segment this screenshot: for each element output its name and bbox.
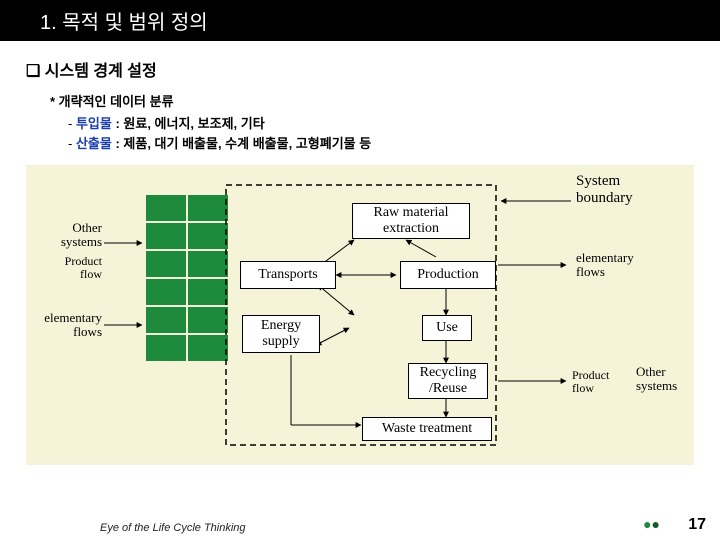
- box-raw-material: Raw materialextraction: [352, 203, 470, 239]
- bullet-star: * 개략적인 데이터 분류: [50, 91, 694, 110]
- box-waste: Waste treatment: [362, 417, 492, 441]
- page-title: 1. 목적 및 범위 정의: [0, 0, 720, 41]
- label-product-flow-left: Productflow: [30, 255, 102, 281]
- label-other-systems-right: Othersystems: [636, 365, 696, 394]
- diagram-canvas: Systemboundary Othersystems Productflow …: [26, 165, 694, 465]
- label-elementary-right: elementaryflows: [576, 251, 666, 280]
- label-product-flow-right: Productflow: [572, 369, 632, 395]
- label-other-systems-left: Othersystems: [30, 221, 102, 250]
- bullet-line-2: - 산출물 : 제품, 대기 배출물, 수계 배출물, 고형폐기물 등: [68, 134, 694, 154]
- sub-heading: ❑ 시스템 경계 설정: [26, 57, 694, 81]
- footer-text: Eye of the Life Cycle Thinking: [0, 522, 720, 534]
- box-recycling: Recycling/Reuse: [408, 363, 488, 399]
- footer-logo: ●●: [643, 516, 660, 532]
- label-elementary-left: elementaryflows: [26, 311, 102, 340]
- label-system-boundary: Systemboundary: [576, 173, 676, 206]
- content-area: ❑ 시스템 경계 설정 * 개략적인 데이터 분류 - 투입물 : 원료, 에너…: [0, 41, 720, 465]
- line1-label: 투입물: [76, 116, 112, 131]
- bullet-line-1: - 투입물 : 원료, 에너지, 보조제, 기타: [68, 114, 694, 134]
- box-production: Production: [400, 261, 496, 289]
- line1-rest: : 원료, 에너지, 보조제, 기타: [112, 116, 265, 131]
- page-number: 17: [688, 516, 706, 534]
- box-use: Use: [422, 315, 472, 341]
- line2-rest: : 제품, 대기 배출물, 수계 배출물, 고형폐기물 등: [112, 136, 371, 151]
- box-energy: Energysupply: [242, 315, 320, 353]
- box-transports: Transports: [240, 261, 336, 289]
- line2-label: 산출물: [76, 136, 112, 151]
